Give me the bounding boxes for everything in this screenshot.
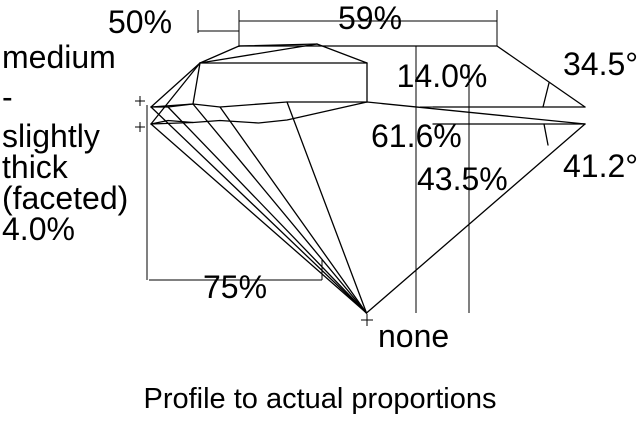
svg-text:61.6%: 61.6% bbox=[371, 118, 462, 154]
svg-text:14.0%: 14.0% bbox=[397, 58, 488, 94]
svg-text:43.5%: 43.5% bbox=[417, 161, 508, 197]
svg-text:41.2°: 41.2° bbox=[563, 148, 638, 184]
svg-text:50%: 50% bbox=[108, 4, 172, 40]
svg-text:4.0%: 4.0% bbox=[2, 211, 75, 247]
svg-text:-: - bbox=[2, 79, 13, 115]
svg-text:medium: medium bbox=[2, 39, 116, 75]
svg-text:75%: 75% bbox=[203, 269, 267, 305]
svg-text:59%: 59% bbox=[338, 0, 402, 36]
svg-text:Profile to actual proportions: Profile to actual proportions bbox=[143, 383, 496, 415]
svg-text:34.5°: 34.5° bbox=[563, 46, 638, 82]
svg-text:none: none bbox=[378, 318, 449, 354]
